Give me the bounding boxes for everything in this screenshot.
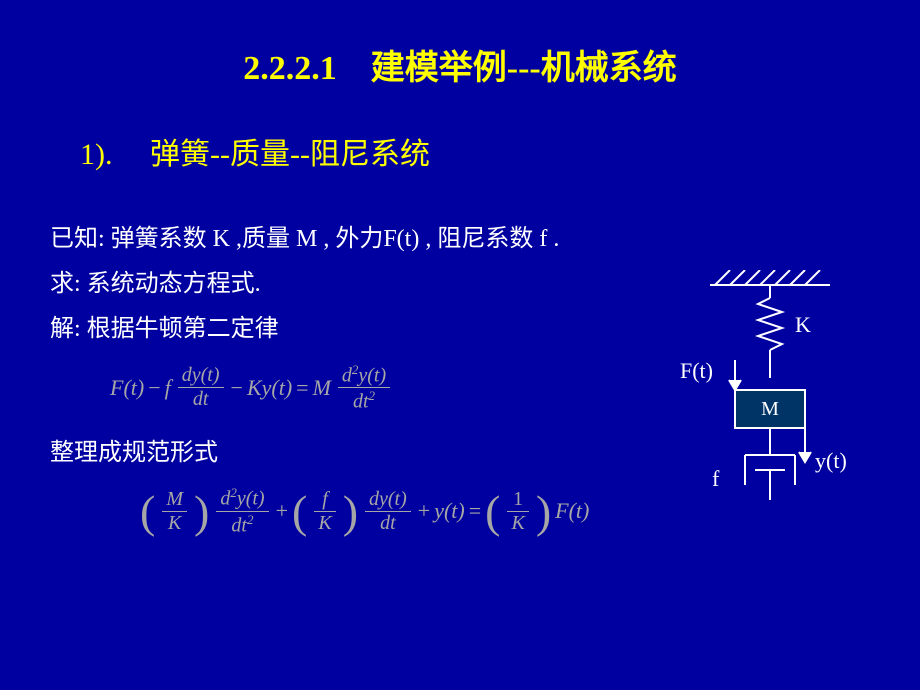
- subtitle-text: 弹簧--质量--阻尼系统: [150, 138, 430, 171]
- eq1-F: F(t): [110, 375, 144, 401]
- eq1-frac1-den: dt: [189, 389, 213, 410]
- minus-icon: −: [148, 375, 160, 401]
- eq2-d2y: d2y(t) dt2: [216, 486, 268, 536]
- mass-label: M: [761, 398, 779, 420]
- K-label: K: [795, 312, 811, 338]
- diagram-svg: M: [650, 270, 860, 530]
- title-text: 建模举例---机械系统: [371, 50, 677, 87]
- known-line: 已知: 弹簧系数 K ,质量 M , 外力F(t) , 阻尼系数 f .: [50, 221, 870, 258]
- paren-close-icon: ): [343, 491, 358, 532]
- eq1-M: M: [313, 375, 331, 401]
- eq1-frac1-num: dy(t): [178, 365, 224, 386]
- slide-title: 2.2.2.1 建模举例---机械系统: [50, 40, 870, 89]
- eq2-dy: dy(t) dt: [365, 489, 411, 534]
- subtitle-index: 1).: [80, 138, 113, 171]
- paren-close-icon: ): [194, 491, 209, 532]
- paren-open-icon: (: [292, 491, 307, 532]
- eq1-Ky: Ky(t): [247, 375, 292, 401]
- eq1-frac2: d2y(t) dt2: [338, 363, 390, 413]
- eq1-f: f: [165, 375, 171, 401]
- eq2-coef1: M K: [162, 489, 187, 534]
- f-label: f: [712, 466, 719, 492]
- eq1-frac2-num: d2y(t): [338, 363, 390, 387]
- eq2-F: F(t): [555, 498, 589, 524]
- yt-label: y(t): [815, 448, 847, 474]
- eq1-frac1: dy(t) dt: [178, 365, 224, 410]
- spring-mass-damper-diagram: M K F(t) y(t) f: [650, 270, 860, 530]
- eq2-coef2: f K: [314, 489, 335, 534]
- section-number: 2.2.2.1: [243, 50, 337, 87]
- paren-open-icon: (: [485, 491, 500, 532]
- paren-open-icon: (: [140, 491, 155, 532]
- Ft-label: F(t): [680, 358, 713, 384]
- equals-icon: =: [469, 498, 481, 524]
- eq2-yt: y(t): [434, 498, 465, 524]
- paren-close-icon: ): [536, 491, 551, 532]
- minus-icon: −: [231, 375, 243, 401]
- plus-icon: +: [276, 498, 288, 524]
- plus-icon: +: [418, 498, 430, 524]
- equals-icon: =: [296, 375, 308, 401]
- eq2-coef3: 1 K: [507, 489, 528, 534]
- subtitle: 1). 弹簧--质量--阻尼系统: [80, 129, 870, 173]
- eq1-frac2-den: dt2: [349, 389, 379, 413]
- slide: 2.2.2.1 建模举例---机械系统 1). 弹簧--质量--阻尼系统 已知:…: [0, 0, 920, 690]
